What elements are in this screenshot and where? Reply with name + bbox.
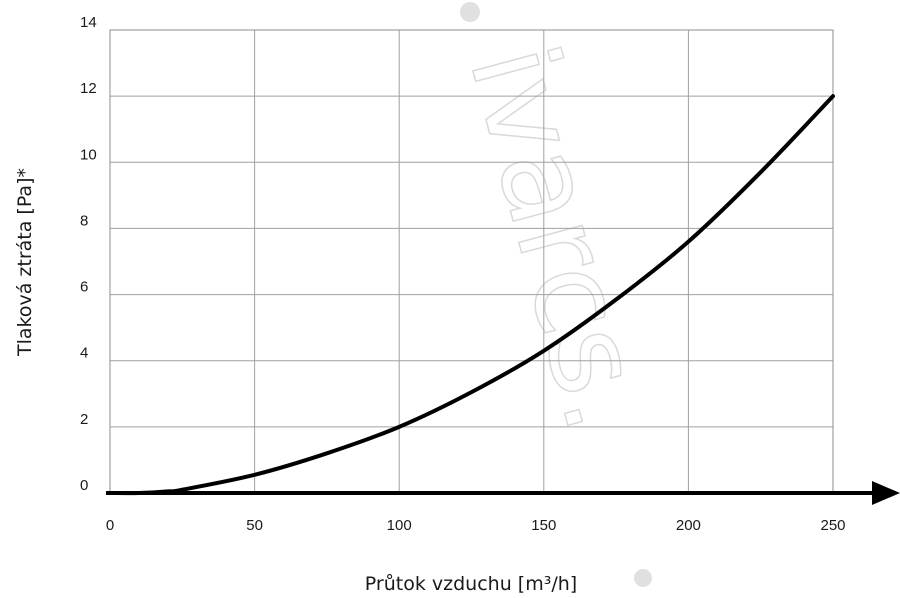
series-line [108,94,835,496]
y-tick-label: 2 [80,411,88,428]
x-axis-arrowhead [872,481,900,505]
x-tick-label: 250 [820,517,845,534]
x-tick-label: 200 [676,517,701,534]
x-tick-label: 150 [531,517,556,534]
watermark-dot [460,2,480,22]
x-tick-label: 0 [106,517,114,534]
y-tick-label: 10 [80,146,97,163]
y-axis-ticks: 0 2 4 6 8 10 12 14 [80,14,97,494]
watermark-text: ivarcs. [442,32,678,446]
y-axis-title: Tlaková ztráta [Pa]* [14,168,36,357]
y-tick-label: 8 [80,212,88,229]
y-tick-label: 6 [80,279,88,296]
x-axis-title: Průtok vzduchu [m³/h] [365,573,577,595]
series-layer [108,94,835,496]
y-tick-label: 14 [80,14,97,31]
y-tick-label: 4 [80,345,88,362]
y-tick-label: 0 [80,477,88,494]
y-tick-label: 12 [80,80,97,97]
x-tick-label: 100 [387,517,412,534]
watermark-dot [634,569,652,587]
x-axis-ticks: 0 50 100 150 200 250 [106,517,846,534]
x-tick-label: 50 [246,517,263,534]
